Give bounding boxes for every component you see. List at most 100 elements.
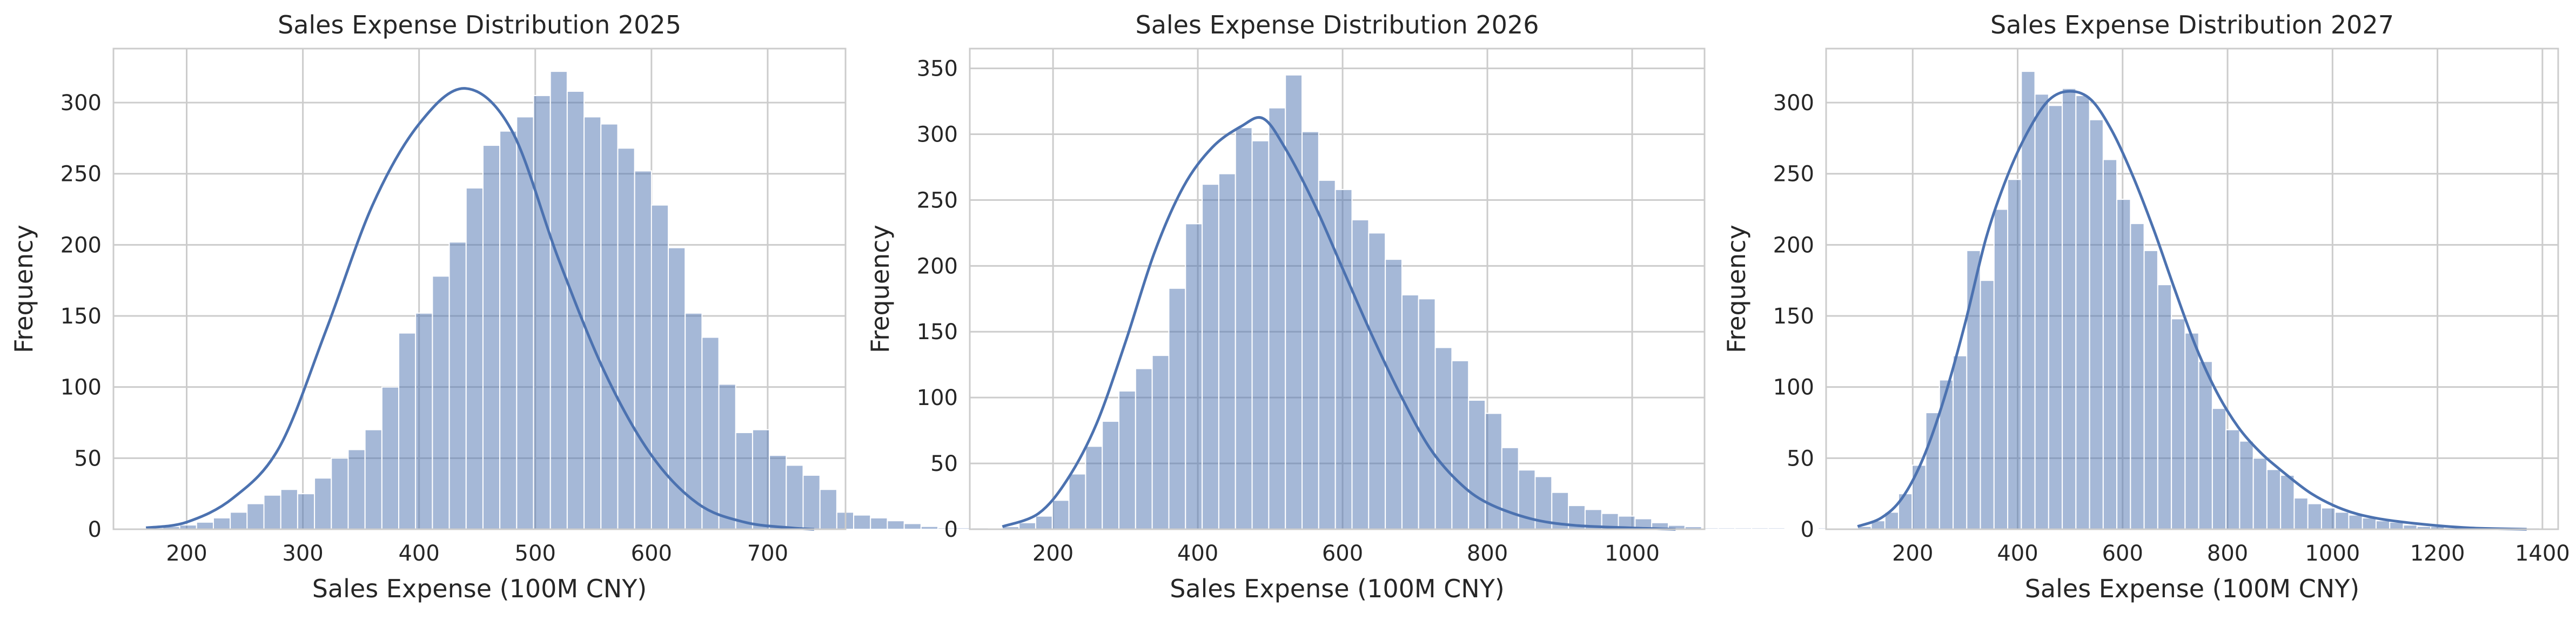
y-axis-label: Frequency	[866, 225, 895, 353]
plot-frame	[1825, 48, 2559, 530]
histogram-bar	[2239, 440, 2254, 530]
histogram-bar	[280, 489, 298, 530]
x-tick-label: 200	[166, 541, 207, 566]
histogram-bar	[2266, 469, 2282, 530]
histogram-bar	[769, 455, 787, 530]
y-tick-label: 150	[917, 320, 958, 345]
histogram-bar	[2130, 223, 2145, 530]
x-tick-label: 600	[2102, 541, 2143, 566]
histogram-bar	[196, 521, 214, 530]
x-tick-label: 800	[2207, 541, 2248, 566]
histogram-bar	[752, 429, 770, 530]
histogram-bar	[1102, 421, 1120, 530]
kde-line	[1002, 116, 1676, 531]
y-axis-label: Frequency	[9, 225, 38, 353]
histogram-bar	[2062, 87, 2077, 530]
y-tick-label: 0	[1801, 517, 1814, 542]
histogram-bar	[1268, 107, 1286, 530]
histogram-bar	[314, 477, 332, 530]
histogram-bar	[583, 116, 602, 530]
histogram-bar	[566, 90, 585, 530]
y-tick-label: 300	[917, 122, 958, 147]
histogram-bar	[246, 503, 265, 530]
histogram-bar	[2320, 507, 2336, 530]
histogram-bar	[1018, 522, 1036, 530]
histogram-bar	[549, 71, 568, 530]
histogram-bar	[1334, 188, 1353, 530]
histogram-bar	[1993, 208, 2009, 530]
histogram-bar	[263, 494, 281, 530]
histogram-bar	[1135, 368, 1153, 530]
histogram-bar	[2184, 332, 2199, 530]
histogram-bar	[347, 449, 366, 530]
histogram-bar	[2102, 159, 2118, 530]
histogram-bar	[482, 145, 501, 530]
histogram-bar	[2335, 511, 2350, 530]
y-tick-label: 100	[917, 386, 958, 410]
histogram-bar	[853, 514, 871, 530]
histogram-bar	[230, 511, 248, 530]
chart-panel-1: 200 300 400 500 600 700050100150200250300Sale…	[9, 10, 989, 603]
x-tick-label: 600	[1322, 541, 1363, 566]
y-tick-label: 0	[88, 517, 102, 542]
histogram-bar	[1751, 527, 1769, 530]
histogram-bar	[870, 517, 888, 530]
histogram-bar	[735, 432, 753, 530]
chart-panel-2: 200 400 600 800 1000050100150200250300350Sal…	[866, 10, 1836, 603]
y-tick-label: 150	[1773, 304, 1814, 329]
histogram-bar	[2293, 497, 2309, 530]
histogram-bar	[2021, 71, 2036, 530]
x-tick-label: 500	[515, 541, 556, 566]
x-tick-label: 1000	[2305, 541, 2360, 566]
histogram-bar	[1285, 74, 1303, 530]
histogram-bar	[920, 525, 938, 530]
histogram-bar	[2198, 361, 2213, 530]
histogram-bar	[1302, 131, 1319, 530]
histogram-bar	[2348, 514, 2363, 530]
kde-line	[145, 87, 815, 531]
histogram-bar	[819, 489, 837, 530]
y-tick-label: 300	[61, 91, 102, 116]
histogram-bar	[212, 517, 231, 530]
histogram-bar	[2307, 503, 2322, 530]
histogram-bar	[2252, 457, 2268, 530]
histogram-bar	[1051, 500, 1070, 530]
histogram-bar	[1351, 219, 1370, 530]
x-tick-label: 600	[631, 541, 672, 566]
x-axis-label: Sales Expense (100M CNY)	[1170, 574, 1505, 603]
histogram-bar	[802, 474, 821, 530]
histogram-bar	[718, 383, 736, 530]
histogram-bar	[1151, 355, 1170, 530]
chart-panel-3: 200 400 600 800 1000 1200 1400 0 50 100 150 200 250 3…	[1722, 10, 2570, 603]
histogram-bar	[2116, 199, 2131, 530]
y-tick-label: 150	[61, 304, 102, 329]
histogram-bar	[331, 457, 349, 530]
histogram-bar	[2157, 284, 2172, 530]
x-tick-label: 400	[1997, 541, 2038, 566]
y-tick-label: 200	[1773, 233, 1814, 258]
histogram-bar	[1202, 184, 1219, 530]
histogram-bar	[2007, 179, 2022, 530]
y-axis-label: Frequency	[1722, 225, 1751, 353]
x-tick-label: 200	[1032, 541, 1074, 566]
histogram-bar	[1035, 515, 1053, 530]
x-axis-label: Sales Expense (100M CNY)	[2025, 574, 2360, 603]
histogram-bar	[2171, 318, 2186, 530]
histogram-bar	[1368, 232, 1386, 530]
histogram-bar	[2075, 95, 2090, 530]
histogram-bar	[1434, 347, 1453, 530]
histogram-bar	[701, 336, 720, 530]
histogram-bar	[2143, 250, 2158, 530]
histogram-bar	[398, 332, 417, 530]
y-tick-label: 350	[917, 57, 958, 82]
x-tick-label: 1400	[2515, 541, 2570, 566]
histogram-bar	[2089, 119, 2104, 530]
histogram-bar	[903, 523, 922, 530]
x-tick-label: 400	[398, 541, 439, 566]
chart-title: Sales Expense Distribution 2026	[1136, 10, 1539, 39]
y-tick-label: 100	[61, 375, 102, 400]
histogram-bar	[432, 275, 450, 530]
histogram-bar	[1468, 400, 1486, 530]
histogram-bar	[617, 147, 635, 530]
